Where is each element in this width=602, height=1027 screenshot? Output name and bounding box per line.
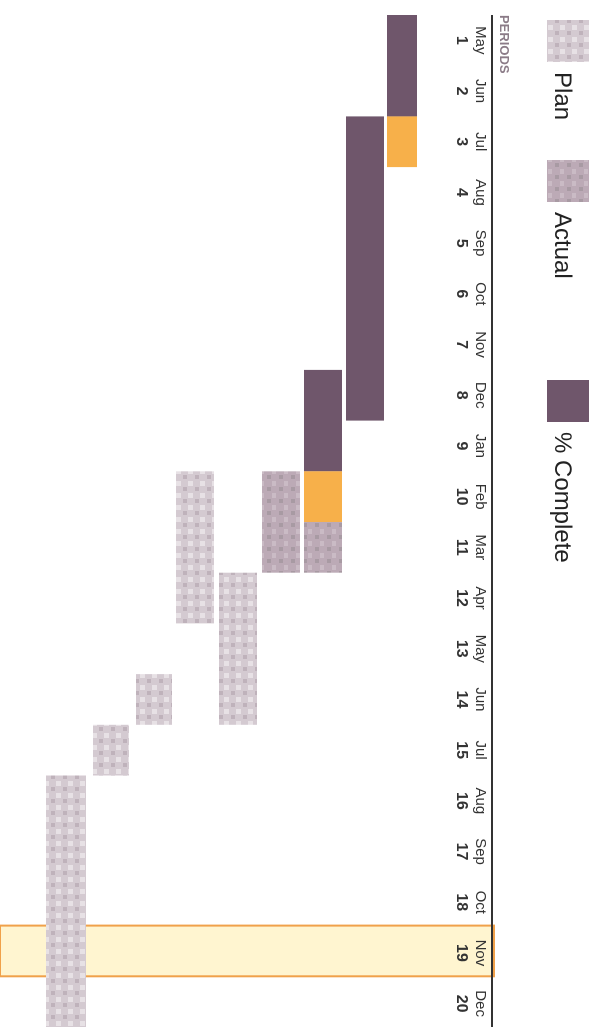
period-tick-label: 14 xyxy=(453,691,470,709)
month-tick-label: Sep xyxy=(472,230,489,257)
month-tick-label: Aug xyxy=(472,179,489,206)
period-tick-label: 9 xyxy=(453,441,470,450)
month-tick-label: May xyxy=(472,635,489,664)
bar-actual xyxy=(262,471,300,573)
period-tick-label: 17 xyxy=(453,843,470,861)
bar-plan xyxy=(46,775,86,1027)
month-tick-label: Dec xyxy=(472,382,489,409)
month-tick-label: Jun xyxy=(472,687,489,711)
period-tick-label: 3 xyxy=(453,137,470,146)
period-tick-label: 11 xyxy=(453,539,470,556)
bar-highlight xyxy=(304,471,342,522)
legend-item: % Complete xyxy=(547,380,589,563)
bar-complete xyxy=(304,369,342,472)
month-tick-label: Jul xyxy=(472,132,489,151)
legend-swatch xyxy=(547,380,589,422)
bar-complete xyxy=(387,15,417,117)
period-tick-label: 6 xyxy=(453,289,470,298)
month-tick-label: Mar xyxy=(472,534,489,560)
bar-plan xyxy=(93,724,129,776)
legend: Plan Actual % Complete xyxy=(547,20,589,563)
period-tick-label: 1 xyxy=(453,36,470,45)
month-tick-label: Nov xyxy=(472,331,489,358)
legend-swatch xyxy=(547,20,589,62)
bar-complete xyxy=(346,116,384,421)
period-tick-label: 7 xyxy=(453,340,470,349)
month-tick-label: Oct xyxy=(472,891,489,915)
bar-plan xyxy=(219,572,257,725)
period-tick-label: 20 xyxy=(453,995,470,1013)
legend-item: Plan xyxy=(547,20,589,120)
month-tick-label: Apr xyxy=(472,586,489,609)
legend-item: Actual xyxy=(547,160,589,279)
axis-title: PERIODS xyxy=(497,15,512,74)
task-bars xyxy=(46,15,417,1027)
bar-actual xyxy=(304,522,342,573)
month-tick-label: Jul xyxy=(472,741,489,760)
period-tick-label: 2 xyxy=(453,87,470,96)
legend-label: Plan xyxy=(549,72,576,120)
month-tick-label: Dec xyxy=(472,990,489,1017)
month-tick-label: Nov xyxy=(472,940,489,967)
month-tick-label: Feb xyxy=(472,484,489,510)
current-period-highlight xyxy=(0,924,495,978)
month-tick-label: May xyxy=(472,26,489,55)
period-tick-label: 16 xyxy=(453,792,470,810)
period-tick-label: 18 xyxy=(453,893,470,911)
period-tick-label: 5 xyxy=(453,239,470,248)
month-tick-label: Aug xyxy=(472,787,489,814)
period-tick-label: 10 xyxy=(453,488,470,506)
period-tick-label: 8 xyxy=(453,391,470,400)
period-tick-label: 12 xyxy=(453,589,470,607)
period-tick-label: 4 xyxy=(453,188,470,197)
bar-plan xyxy=(136,674,172,725)
bar-plan xyxy=(176,471,214,624)
legend-label: Actual xyxy=(549,212,576,279)
month-tick-label: Jan xyxy=(472,434,489,458)
period-tick-label: 19 xyxy=(453,944,470,962)
legend-label: % Complete xyxy=(549,432,576,563)
month-tick-label: Oct xyxy=(472,282,489,306)
period-axis: PERIODS 1234567891011121314151617181920 … xyxy=(453,15,512,1027)
month-tick-label: Jun xyxy=(472,79,489,103)
bar-highlight xyxy=(387,116,417,168)
month-tick-label: Sep xyxy=(472,838,489,865)
period-tick-label: 13 xyxy=(453,640,470,658)
period-tick-label: 15 xyxy=(453,741,470,759)
legend-swatch xyxy=(547,160,589,202)
